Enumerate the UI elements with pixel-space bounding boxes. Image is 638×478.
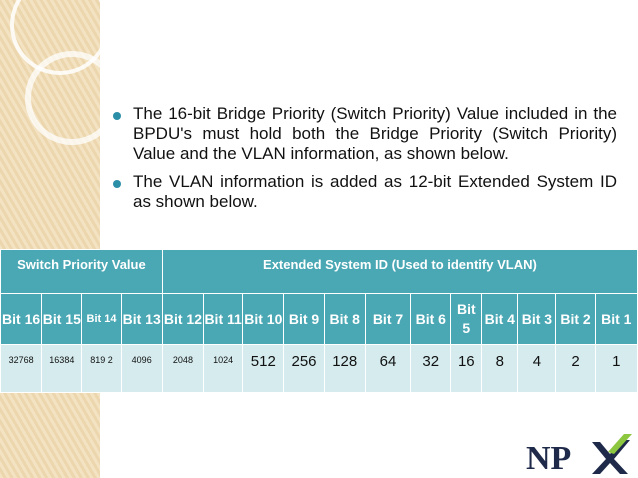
bit-label-cell: Bit 13 (120, 293, 163, 345)
bit-label-cell: Bit 16 (0, 293, 43, 345)
bit-value-cell: 1 (594, 344, 638, 393)
bullet-list: The 16-bit Bridge Priority (Switch Prior… (113, 104, 617, 220)
switch-priority-header: Switch Priority Value (0, 249, 163, 294)
bit-value-cell: 2048 (161, 344, 205, 393)
bit-label-cell: Bit 3 (517, 293, 557, 345)
bit-value-cell: 16384 (41, 344, 83, 393)
bit-label-cell: Bit 9 (283, 293, 325, 345)
bit-label-cell: Bit 2 (555, 293, 596, 345)
bit-value-cell: 128 (323, 344, 366, 393)
bit-label-cell: Bit 11 (203, 293, 244, 345)
bit-label-cell: Bit 1 (594, 293, 638, 345)
bit-label-cell: Bit 14 (81, 293, 122, 345)
decorative-circles (10, 0, 119, 145)
bit-label-cell: Bit 7 (364, 293, 412, 345)
bit-label-cell: Bit 8 (323, 293, 366, 345)
bit-value-cell: 2 (555, 344, 596, 393)
bit-label-cell: Bit 6 (410, 293, 452, 345)
extended-system-id-header: Extended System ID (Used to identify VLA… (161, 249, 638, 294)
bit-value-cell: 32768 (0, 344, 43, 393)
bit-label-cell: Bit 5 (450, 293, 483, 345)
bit-value-cell: 1024 (203, 344, 244, 393)
decorative-sidebar (0, 0, 100, 478)
bit-value-cell: 4096 (120, 344, 163, 393)
bit-value-cell: 16 (450, 344, 483, 393)
bit-label-cell: Bit 4 (481, 293, 519, 345)
bit-value-cell: 8 (481, 344, 519, 393)
bit-value-cell: 4 (517, 344, 557, 393)
bit-value-cell: 819 2 (81, 344, 122, 393)
bit-value-cell: 256 (283, 344, 325, 393)
bullet-item: The VLAN information is added as 12-bit … (113, 172, 617, 212)
bit-value-cell: 32 (410, 344, 452, 393)
bit-value-cell: 512 (242, 344, 285, 393)
svg-text:NP: NP (526, 440, 571, 476)
npx-logo: NP (526, 434, 632, 476)
bit-value-cell: 64 (364, 344, 412, 393)
bit-label-cell: Bit 12 (161, 293, 205, 345)
bit-label-cell: Bit 10 (242, 293, 285, 345)
bit-label-cell: Bit 15 (41, 293, 83, 345)
bridge-priority-table: Switch Priority Value Extended System ID… (0, 249, 638, 393)
bullet-item: The 16-bit Bridge Priority (Switch Prior… (113, 104, 617, 164)
